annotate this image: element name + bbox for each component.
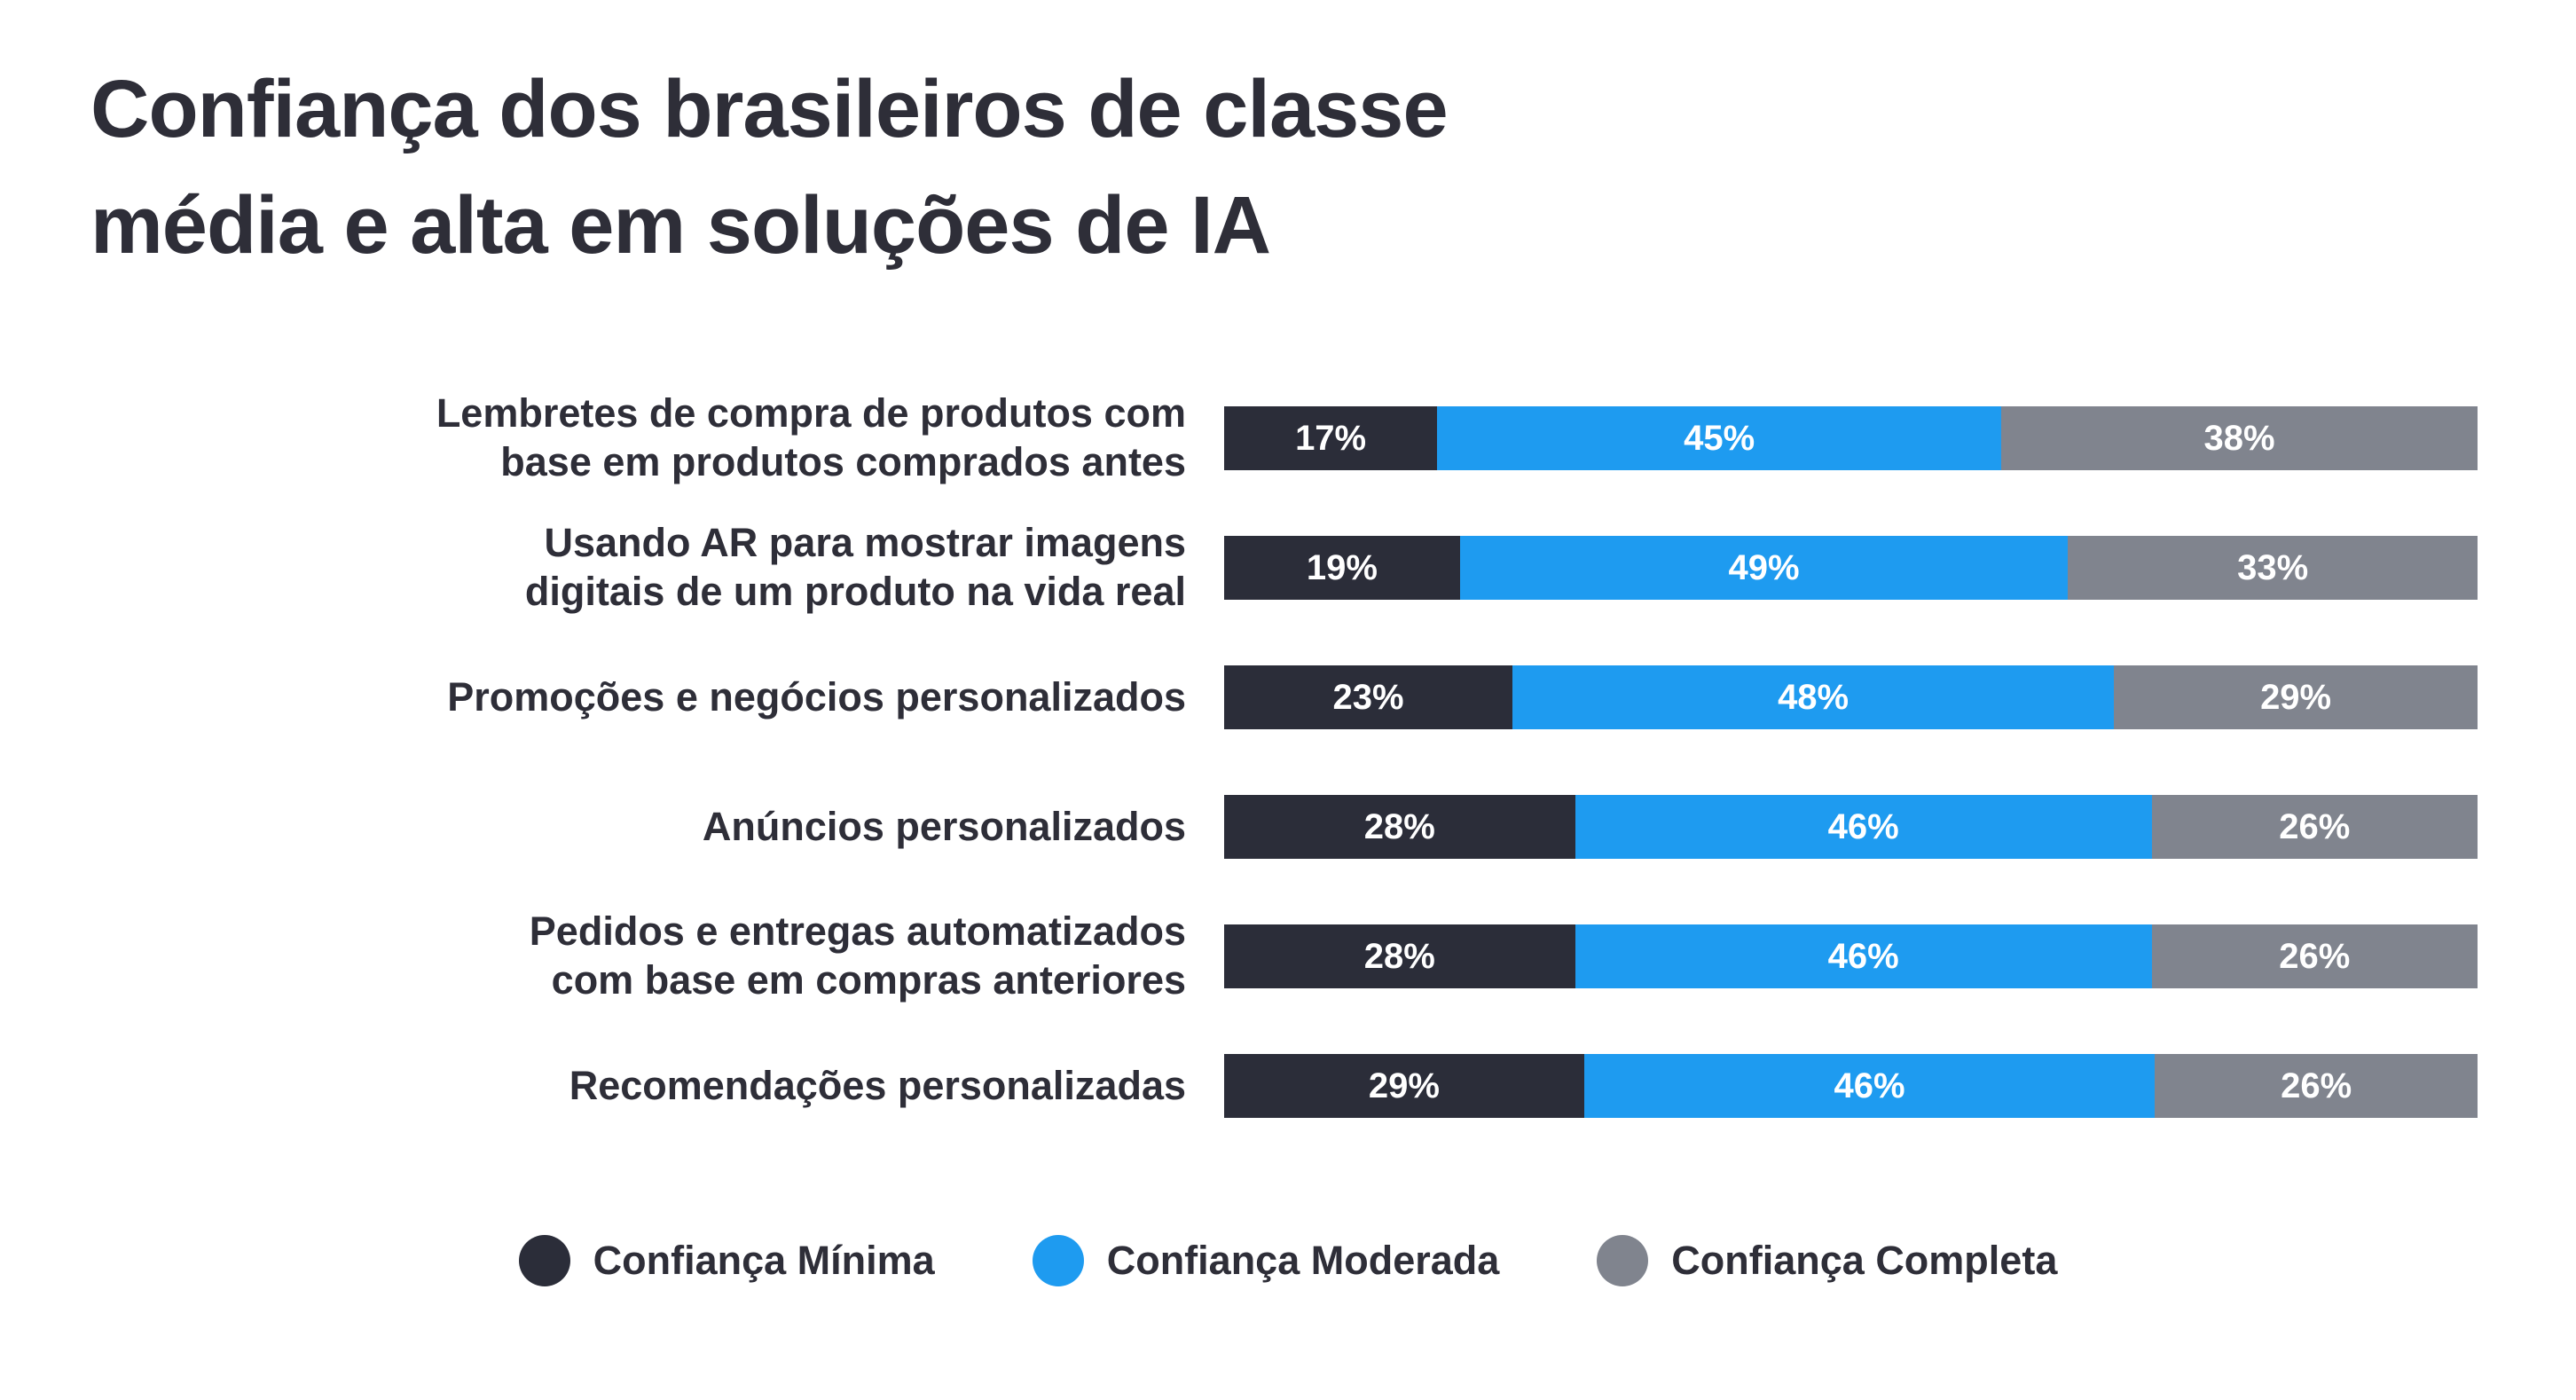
bar-segment-complete: 29% xyxy=(2114,665,2478,729)
row-label: Usando AR para mostrar imagens digitais … xyxy=(524,520,1186,614)
bar-segment-moderate: 45% xyxy=(1437,406,2002,470)
legend-swatch-complete xyxy=(1597,1235,1649,1286)
bar-value-label: 29% xyxy=(2260,677,2332,717)
chart-row: Recomendações personalizadas 29% 46% 26% xyxy=(90,1054,2478,1118)
bar-segment-moderate: 48% xyxy=(1512,665,2115,729)
chart-row: Promoções e negócios personalizados 23% 48… xyxy=(90,665,2478,729)
bar-segment-minimal: 17% xyxy=(1224,406,1438,470)
chart-row: Pedidos e entregas automatizados com bas… xyxy=(90,908,2478,1003)
chart-row: Anúncios personalizados 28% 46% 26% xyxy=(90,795,2478,859)
bar-segment-minimal: 29% xyxy=(1224,1054,1584,1118)
bar: 23% 48% 29% xyxy=(1224,665,2478,729)
bar-value-label: 26% xyxy=(2279,936,2351,976)
chart-row: Lembretes de compra de produtos com base… xyxy=(90,390,2478,484)
bar-value-label: 46% xyxy=(1827,806,1899,846)
chart-row: Usando AR para mostrar imagens digitais … xyxy=(90,520,2478,614)
bar-segment-minimal: 19% xyxy=(1224,536,1460,600)
row-label: Lembretes de compra de produtos com base… xyxy=(436,390,1186,484)
legend-swatch-minimal xyxy=(518,1235,570,1286)
legend-item: Confiança Mínima xyxy=(518,1235,935,1286)
legend-label: Confiança Mínima xyxy=(593,1238,935,1283)
chart-title: Confiança dos brasileiros de classe médi… xyxy=(90,51,1449,283)
bar-value-label: 38% xyxy=(2203,418,2275,458)
chart-title-line2: média e alta em soluções de IA xyxy=(90,179,1271,271)
bar: 28% 46% 26% xyxy=(1224,924,2478,988)
bar-segment-complete: 26% xyxy=(2151,924,2478,988)
bar-value-label: 33% xyxy=(2237,547,2309,587)
row-label: Promoções e negócios personalizados xyxy=(447,673,1186,720)
bar-value-label: 46% xyxy=(1827,936,1899,976)
bar-segment-moderate: 46% xyxy=(1575,924,2152,988)
bar-value-label: 26% xyxy=(2279,806,2351,846)
bar-value-label: 48% xyxy=(1778,677,1850,717)
row-label: Recomendações personalizadas xyxy=(569,1062,1186,1108)
bar-segment-minimal: 28% xyxy=(1224,924,1575,988)
bar-segment-complete: 26% xyxy=(2151,795,2478,859)
stacked-bar-chart: Lembretes de compra de produtos com base… xyxy=(90,390,2478,1118)
chart-title-line1: Confiança dos brasileiros de classe xyxy=(90,64,1449,154)
bar-value-label: 23% xyxy=(1332,677,1404,717)
bar: 29% 46% 26% xyxy=(1224,1054,2478,1118)
bar-segment-complete: 26% xyxy=(2155,1054,2478,1118)
bar-value-label: 17% xyxy=(1295,418,1367,458)
bar-value-label: 19% xyxy=(1306,547,1378,587)
bar-segment-minimal: 28% xyxy=(1224,795,1575,859)
bar-value-label: 49% xyxy=(1728,547,1800,587)
bar-value-label: 28% xyxy=(1363,806,1435,846)
bar-value-label: 46% xyxy=(1834,1066,1905,1105)
legend-label: Confiança Moderada xyxy=(1106,1238,1500,1283)
bar-value-label: 28% xyxy=(1363,936,1435,976)
bar-segment-minimal: 23% xyxy=(1224,665,1512,729)
row-label: Pedidos e entregas automatizados com bas… xyxy=(529,908,1186,1003)
bar-segment-complete: 33% xyxy=(2068,536,2478,600)
bar-segment-moderate: 49% xyxy=(1459,536,2069,600)
legend-item: Confiança Completa xyxy=(1597,1235,2057,1286)
bar: 17% 45% 38% xyxy=(1224,406,2478,470)
bar-value-label: 29% xyxy=(1368,1066,1440,1105)
bar-value-label: 45% xyxy=(1684,418,1755,458)
bar-value-label: 26% xyxy=(2281,1066,2352,1105)
bar-segment-moderate: 46% xyxy=(1575,795,2152,859)
legend: Confiança Mínima Confiança Moderada Confia… xyxy=(0,1235,2576,1286)
bar: 28% 46% 26% xyxy=(1224,795,2478,859)
bar-segment-moderate: 46% xyxy=(1583,1054,2156,1118)
legend-label: Confiança Completa xyxy=(1671,1238,2058,1283)
row-label: Anúncios personalizados xyxy=(702,803,1186,849)
legend-item: Confiança Moderada xyxy=(1032,1235,1500,1286)
bar-segment-complete: 38% xyxy=(2001,406,2478,470)
bar: 19% 49% 33% xyxy=(1224,536,2478,600)
legend-swatch-moderate xyxy=(1032,1235,1084,1286)
